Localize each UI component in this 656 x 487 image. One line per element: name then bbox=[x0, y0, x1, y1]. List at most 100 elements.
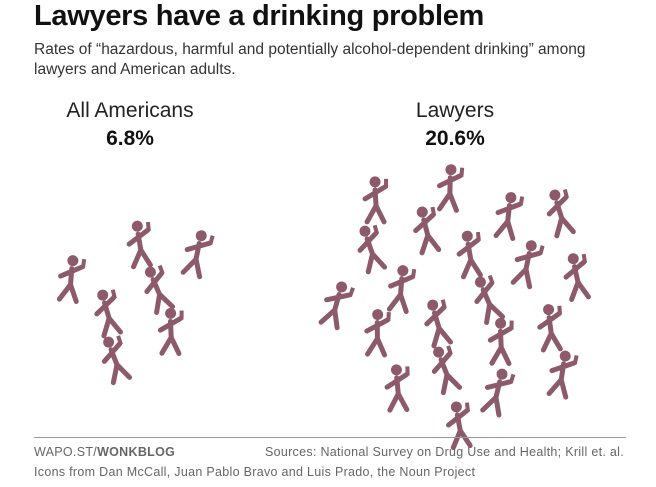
drinker-icon bbox=[413, 206, 442, 256]
icon-bottle bbox=[179, 310, 184, 320]
icon-body bbox=[474, 280, 506, 325]
icon-body bbox=[386, 274, 415, 315]
icon-bottle bbox=[475, 231, 481, 242]
icon-head bbox=[496, 368, 508, 380]
drinker-icon bbox=[424, 299, 453, 349]
icon-body bbox=[101, 341, 133, 386]
icon-head bbox=[397, 265, 409, 277]
icon-body bbox=[318, 292, 352, 331]
footer-rule bbox=[34, 437, 626, 438]
drinker-icon bbox=[537, 304, 563, 353]
drinker-icon bbox=[101, 335, 133, 386]
drinker-icon bbox=[126, 220, 153, 270]
icon-bottle bbox=[440, 299, 447, 309]
icon-body bbox=[180, 240, 213, 280]
drinker-icon bbox=[480, 368, 516, 418]
drinker-icon bbox=[386, 265, 417, 315]
chart-title: Lawyers have a drinking problem bbox=[34, 0, 485, 32]
icon-body bbox=[157, 316, 184, 356]
drinker-icon bbox=[384, 364, 410, 413]
sources: Sources: National Survey on Drug Use and… bbox=[264, 445, 624, 459]
drinker-icon bbox=[546, 350, 579, 400]
drinker-icon bbox=[474, 274, 506, 325]
icon-body bbox=[437, 173, 463, 213]
value-label: 6.8% bbox=[106, 127, 154, 150]
icon-bottle bbox=[372, 224, 380, 235]
drinker-icon bbox=[180, 230, 215, 280]
chart-subtitle: Rates of “hazardous, harmful and potenti… bbox=[34, 41, 586, 78]
icon-head bbox=[543, 304, 555, 316]
icon-head bbox=[372, 309, 384, 321]
icon-bottle bbox=[557, 305, 562, 315]
icon-group bbox=[318, 164, 591, 451]
icon-bottle bbox=[562, 188, 569, 199]
credits: Icons from Dan McCall, Juan Pablo Bravo … bbox=[34, 465, 476, 479]
icon-head bbox=[559, 350, 571, 362]
drinker-icon bbox=[318, 281, 355, 331]
drinker-icon bbox=[487, 317, 514, 366]
icon-bottle bbox=[446, 345, 453, 356]
icon-head bbox=[359, 225, 371, 237]
icon-body bbox=[487, 326, 514, 366]
icon-bottle bbox=[386, 312, 391, 322]
drinker-icon bbox=[144, 264, 176, 315]
icon-body bbox=[546, 194, 576, 239]
icon-bottle bbox=[145, 221, 151, 232]
icon-head bbox=[549, 189, 561, 201]
drinker-icon bbox=[510, 240, 545, 290]
icon-head bbox=[97, 289, 109, 301]
icon-body bbox=[364, 317, 390, 358]
icon-head bbox=[416, 206, 428, 218]
icon-bottle bbox=[464, 402, 471, 412]
drinker-icon bbox=[362, 176, 389, 225]
icon-head bbox=[505, 192, 517, 204]
icon-head bbox=[390, 364, 402, 376]
icon-body bbox=[357, 230, 388, 275]
icon-bottle bbox=[110, 289, 117, 299]
drinker-icon bbox=[357, 224, 388, 275]
icon-body bbox=[126, 227, 153, 270]
icon-head bbox=[144, 266, 156, 278]
drinker-icon bbox=[493, 192, 525, 242]
source-tag: WAPO.ST/WONKBLOG bbox=[34, 445, 175, 459]
icon-body bbox=[493, 201, 523, 242]
icon-head bbox=[461, 230, 473, 242]
drinker-icon bbox=[456, 230, 483, 280]
source-brand: WONKBLOG bbox=[97, 445, 176, 459]
icon-bottle bbox=[384, 178, 389, 188]
icon-head bbox=[445, 164, 457, 176]
icon-body bbox=[446, 408, 473, 451]
icon-head bbox=[165, 307, 177, 319]
drinker-icon bbox=[56, 255, 87, 305]
icon-bottle bbox=[80, 258, 87, 269]
drinker-icon bbox=[546, 188, 576, 239]
icon-bottle bbox=[116, 335, 123, 346]
icon-body bbox=[144, 270, 176, 315]
icon-bottle bbox=[410, 268, 417, 279]
drinker-icon bbox=[94, 289, 123, 339]
icon-body bbox=[456, 237, 483, 280]
icon-head bbox=[427, 299, 439, 311]
icon-bottle bbox=[348, 287, 355, 297]
icon-body bbox=[56, 264, 85, 305]
icon-head bbox=[195, 230, 207, 242]
icon-body bbox=[537, 311, 563, 353]
icon-bottle bbox=[487, 274, 495, 285]
icon-bottle bbox=[572, 355, 579, 365]
icon-head bbox=[495, 317, 507, 329]
source-left: WAPO.ST/ bbox=[34, 445, 98, 459]
icon-head bbox=[103, 336, 115, 348]
icon-head bbox=[474, 276, 486, 288]
icon-body bbox=[384, 372, 410, 413]
icon-bottle bbox=[459, 167, 465, 177]
icon-body bbox=[424, 305, 453, 349]
icon-bottle bbox=[157, 264, 165, 275]
icon-bottle bbox=[509, 320, 514, 330]
icon-head bbox=[450, 401, 462, 413]
icon-head bbox=[131, 220, 143, 232]
value-label: 20.6% bbox=[425, 127, 485, 150]
category-label: All Americans bbox=[66, 99, 194, 122]
icon-bottle bbox=[208, 235, 215, 245]
